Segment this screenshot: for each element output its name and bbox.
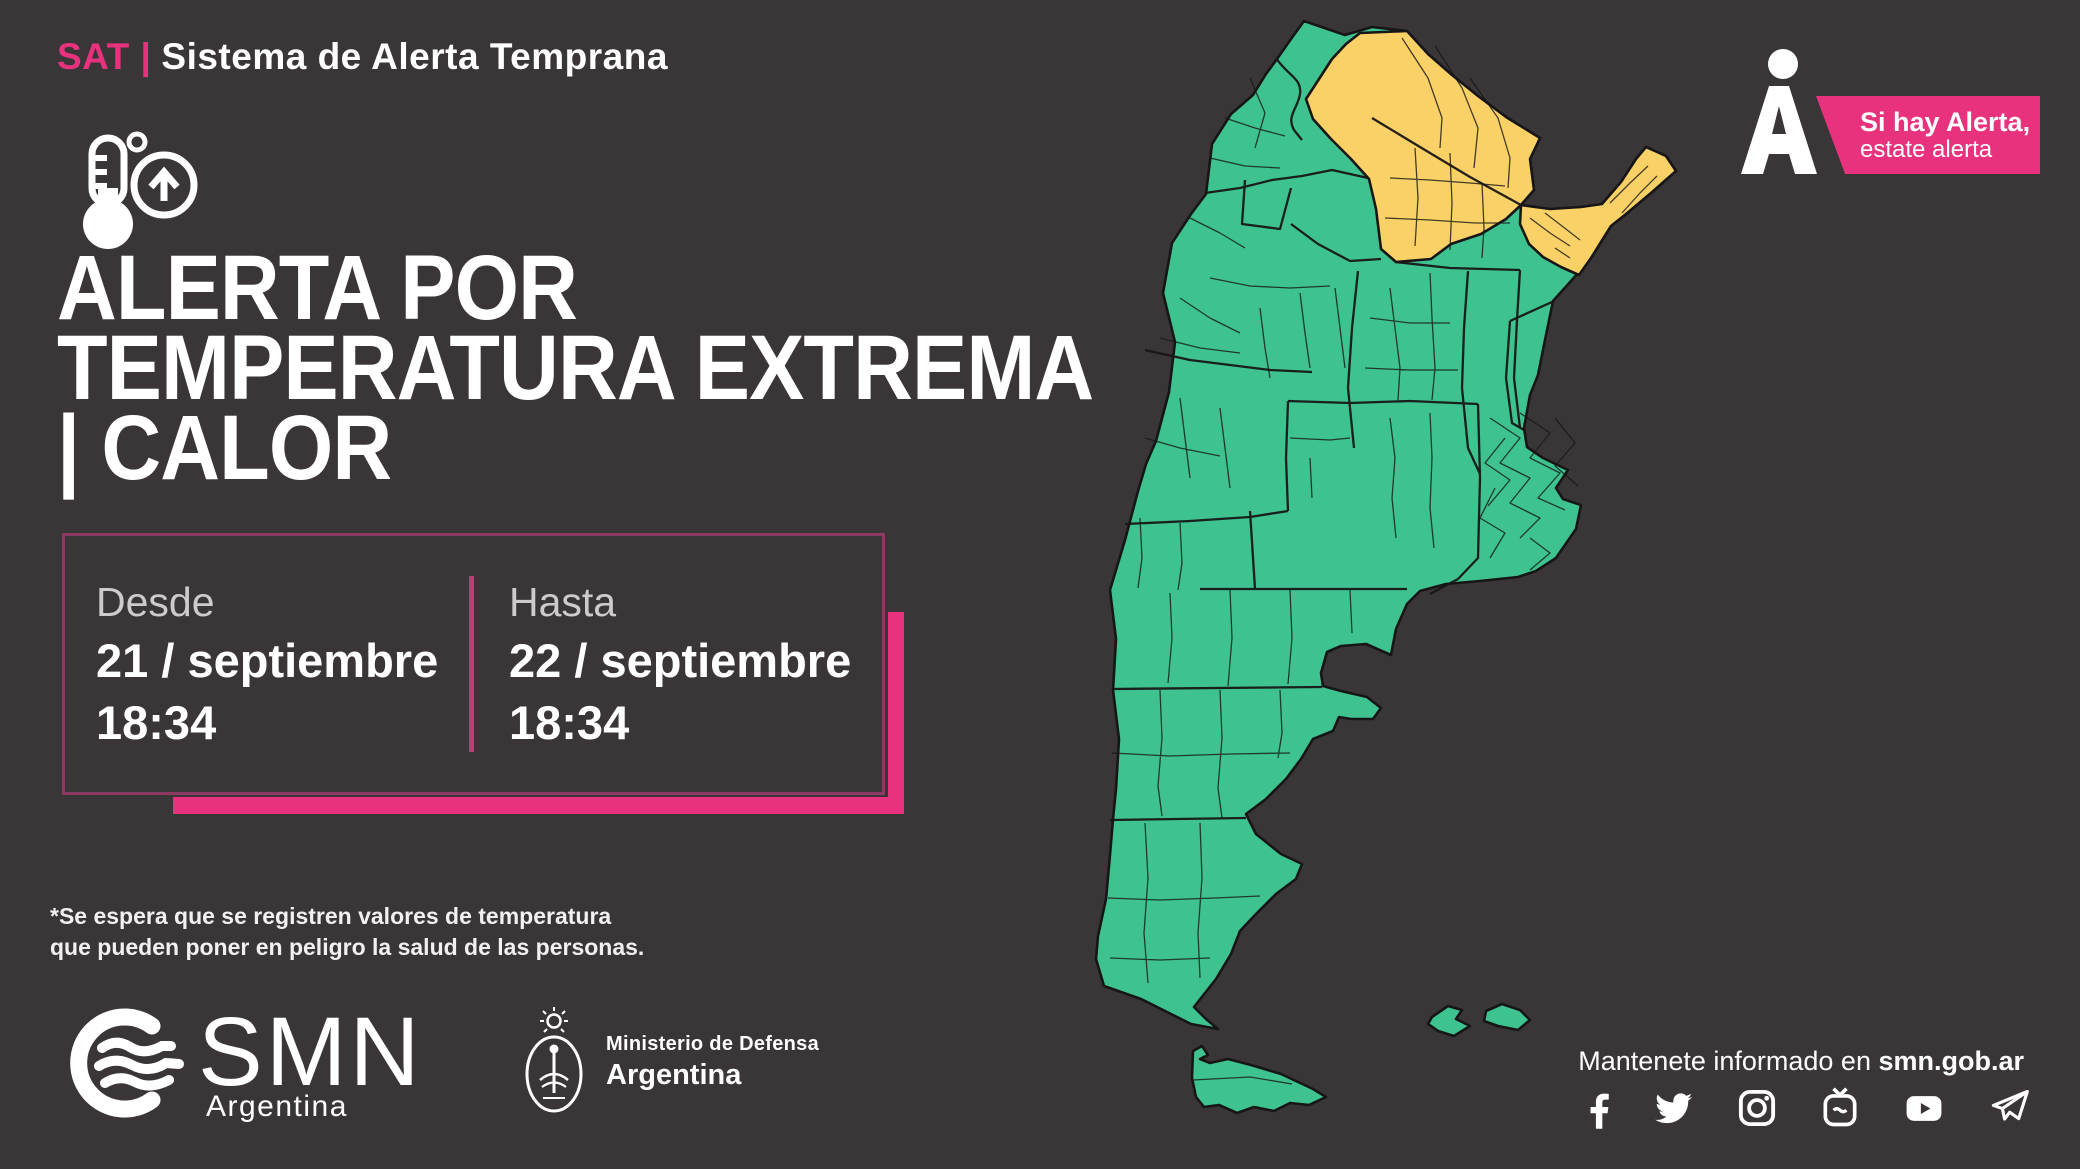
ministry-text: Ministerio de Defensa Argentina — [606, 1034, 819, 1090]
smn-logo-subtext: Argentina — [206, 1090, 348, 1123]
twitter-icon[interactable] — [1650, 1086, 1696, 1130]
header-title: Sistema de Alerta Temprana — [161, 36, 668, 77]
argentina-alert-map — [1094, 19, 1678, 1115]
alert-banner: Si hay Alerta, estate alerta — [1816, 96, 2040, 174]
ministry-emblem-icon — [525, 1007, 583, 1113]
info-domain[interactable]: smn.gob.ar — [1878, 1046, 2024, 1076]
islas-malvinas — [1426, 1002, 1532, 1038]
smn-logo-icon — [70, 1008, 184, 1118]
thermometer-up-icon — [83, 131, 198, 249]
info-prefix: Mantenete informado en — [1578, 1046, 1879, 1076]
alert-title-line1: ALERTA POR — [57, 237, 578, 339]
to-date: 22 / septiembre — [509, 634, 852, 687]
from-time: 18:34 — [96, 696, 217, 749]
period-divider — [469, 576, 474, 752]
ministry-line1: Ministerio de Defensa — [606, 1033, 820, 1055]
period-to: Hasta 22 / septiembre 18:34 — [509, 578, 851, 754]
period-box — [62, 533, 885, 795]
youtube-icon[interactable] — [1901, 1086, 1947, 1130]
alert-title: ALERTA POR TEMPERATURA EXTREMA | CALOR — [57, 237, 1094, 499]
from-label: Desde — [96, 579, 215, 625]
alert-zone-north — [1304, 29, 1542, 264]
alert-title-line2: TEMPERATURA EXTREMA — [57, 317, 1094, 419]
banner-line1: Si hay Alerta, — [1860, 106, 2031, 137]
department-borders-alert-zone — [1384, 37, 1658, 259]
smn-logo-text: SMN — [198, 997, 423, 1106]
to-label: Hasta — [509, 579, 617, 625]
disclaimer-line1: *Se espera que se registren valores de t… — [50, 903, 612, 929]
instagram-icon[interactable] — [1735, 1086, 1779, 1130]
igtv-icon[interactable] — [1818, 1086, 1862, 1130]
telegram-icon[interactable] — [1986, 1086, 2032, 1130]
header: SAT | Sistema de Alerta Temprana — [57, 36, 668, 78]
sat-brand: SAT | — [57, 36, 152, 77]
pink-accent-bar-right — [888, 612, 904, 814]
province-borders — [1109, 57, 1553, 822]
disclaimer: *Se espera que se registren valores de t… — [50, 901, 644, 963]
banner-line2: estate alerta — [1860, 135, 1993, 163]
social-icons — [1585, 1086, 2032, 1130]
tierra-del-fuego — [1190, 1044, 1328, 1115]
alert-person-icon — [1741, 49, 1817, 174]
facebook-icon[interactable] — [1585, 1086, 1611, 1130]
degree-ring-icon — [126, 131, 148, 153]
to-time: 18:34 — [509, 696, 630, 749]
disclaimer-line2: que pueden poner en peligro la salud de … — [50, 934, 645, 960]
ministry-line2: Argentina — [606, 1059, 742, 1091]
info-text: Mantenete informado en smn.gob.ar — [1578, 1046, 2024, 1077]
from-date: 21 / septiembre — [96, 634, 439, 687]
up-arrow-icon — [148, 166, 180, 201]
pink-accent-bar-bottom — [173, 797, 904, 814]
alert-zone-northeast — [1518, 145, 1678, 277]
period-from: Desde 21 / septiembre 18:34 — [96, 578, 438, 754]
department-borders — [1107, 77, 1579, 1085]
alert-title-line3: | CALOR — [57, 397, 392, 499]
